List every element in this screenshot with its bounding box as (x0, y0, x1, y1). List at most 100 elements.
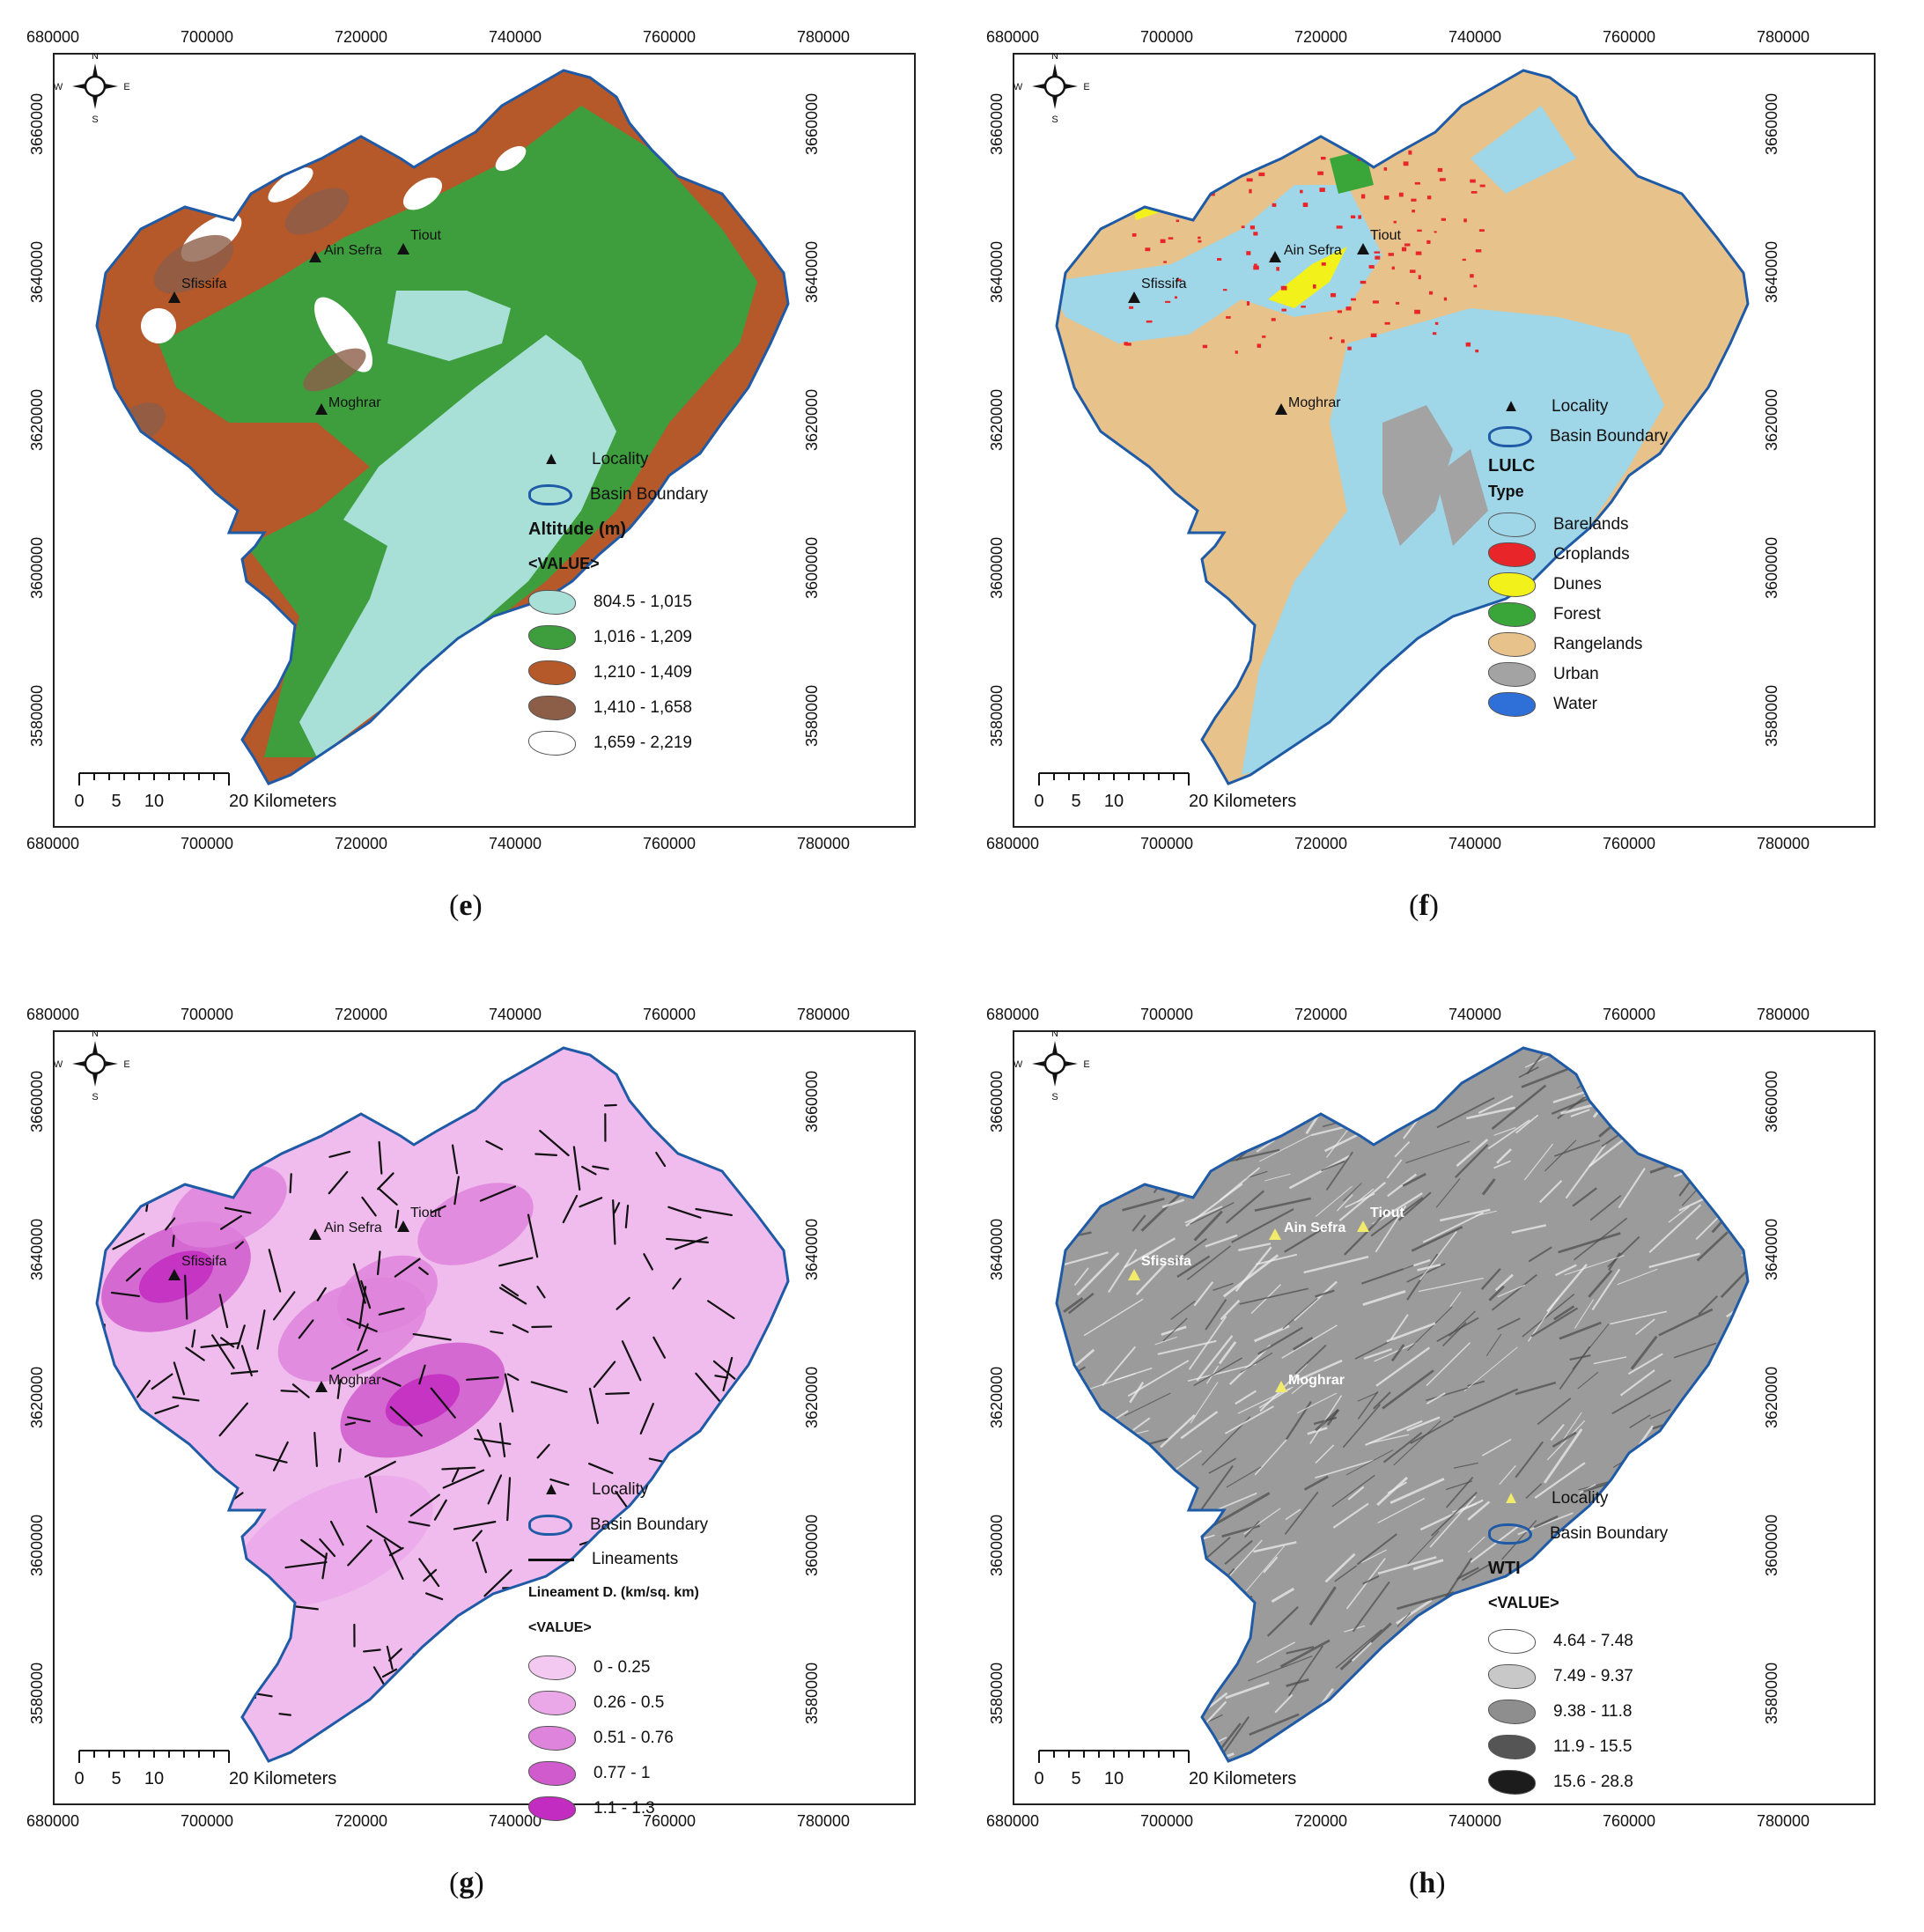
locality-marker: Sfissifa (168, 277, 227, 303)
locality-label: Moghrar (1288, 395, 1341, 410)
compass-label-n: N (92, 53, 99, 62)
legend-swatch (528, 1655, 576, 1680)
x-tick-label: 680000 (986, 835, 1040, 852)
compass-label-w: W (54, 82, 63, 92)
legend-boundary-text: Basin Boundary (1550, 427, 1669, 446)
x-tick-label: 760000 (643, 835, 697, 852)
legend-class: Water (1488, 692, 1597, 717)
legend-boundary: Basin Boundary (528, 1515, 708, 1536)
map-panel-h: 680000 680000 700000 700000 720000 720000 7400… (960, 977, 1893, 1911)
x-tick-label: 680000 (26, 28, 80, 46)
legend-class: 0.77 - 1 (528, 1761, 650, 1786)
legend-class-text: 11.9 - 15.5 (1553, 1737, 1633, 1756)
legend-class-text: 0.51 - 0.76 (593, 1729, 674, 1747)
lineament-icon (528, 1558, 574, 1561)
y-tick-label: 3580000 (988, 684, 1006, 747)
locality-marker: Ain Sefra (309, 1220, 382, 1240)
legend-swatch (1488, 1664, 1536, 1689)
legend-class-text: Barelands (1553, 515, 1629, 534)
y-tick-label: 3640000 (28, 1218, 46, 1280)
compass-label-s: S (92, 1092, 98, 1102)
legend-locality: ▲ Locality (528, 449, 648, 469)
map-legend: ▲ Locality Basin Boundary Altitude (m) <VALU… (528, 449, 916, 837)
x-tick-label: 720000 (1294, 835, 1348, 852)
scale-label: 0 (1034, 1769, 1043, 1788)
legend-class: 804.5 - 1,015 (528, 590, 692, 615)
locality-label: Sfissifa (181, 1254, 227, 1269)
legend-swatch (1488, 512, 1536, 537)
legend-class: 1,210 - 1,409 (528, 660, 692, 685)
x-tick-label: 740000 (1449, 835, 1502, 852)
legend-class-text: Croplands (1553, 545, 1630, 564)
scale-label: 0 (1034, 792, 1043, 811)
basin-map: N S E W Ain Sefra Tiout Sfissifa Moghrar 0 5 10 20 … (54, 1030, 790, 1788)
x-tick-label: 740000 (489, 835, 542, 852)
compass-label-w: W (1014, 82, 1023, 92)
locality-marker: Moghrar (1275, 395, 1341, 415)
legend-class: Rangelands (1488, 632, 1642, 657)
north-arrow-icon: N S E W (54, 1030, 130, 1102)
basin-boundary (95, 69, 790, 785)
scale-label: 20 Kilometers (229, 1769, 336, 1788)
legend-class-text: 1,210 - 1,409 (593, 663, 692, 682)
compass-label-e: E (123, 1059, 129, 1070)
map-legend: ▲ Locality Basin Boundary Lineaments Lineame… (528, 1479, 916, 1867)
legend-swatch (1488, 1735, 1536, 1759)
y-tick-label: 3620000 (28, 1366, 46, 1428)
legend-class-text: 0 - 0.25 (593, 1658, 651, 1677)
scale-label: 20 Kilometers (1189, 792, 1296, 811)
legend-class: 9.38 - 11.8 (1488, 1700, 1632, 1724)
y-tick-label: 3600000 (988, 536, 1006, 599)
scale-label: 10 (1104, 792, 1124, 811)
legend-class: 15.6 - 28.8 (1488, 1770, 1633, 1795)
map-legend: ▲ Locality Basin Boundary LULC Type Barelands… (1488, 396, 1876, 784)
legend-class: 0.26 - 0.5 (528, 1691, 664, 1715)
x-tick-label: 680000 (26, 1812, 80, 1830)
legend-boundary-text: Basin Boundary (590, 1515, 709, 1534)
legend-class-text: Dunes (1553, 575, 1602, 594)
locality-icon: ▲ (1502, 1488, 1520, 1508)
legend-class-text: 15.6 - 28.8 (1553, 1773, 1633, 1791)
legend-swatch (528, 1691, 576, 1715)
legend-swatch (528, 1761, 576, 1786)
legend-swatch (1488, 1700, 1536, 1724)
x-tick-label: 700000 (181, 1812, 234, 1830)
legend-locality: ▲ Locality (1488, 396, 1608, 417)
legend-boundary: Basin Boundary (1488, 426, 1668, 447)
legend-class-text: Rangelands (1553, 635, 1643, 653)
scale-label: 20 Kilometers (229, 792, 336, 811)
panel-label: (g) (449, 1867, 484, 1899)
locality-marker: Moghrar (1275, 1373, 1345, 1392)
legend-class-text: 1,016 - 1,209 (593, 628, 692, 646)
x-tick-label: 780000 (797, 835, 851, 852)
panel-label: (e) (449, 889, 483, 922)
legend-class: Barelands (1488, 512, 1629, 537)
compass-label-s: S (1051, 114, 1058, 125)
x-tick-label: 740000 (1449, 28, 1502, 46)
x-tick-label: 720000 (1294, 1812, 1348, 1830)
basin-map: N S E W Ain Sefra Tiout Sfissifa Moghrar 0 5 10 20 … (1014, 53, 1750, 811)
x-tick-label: 700000 (1140, 28, 1194, 46)
y-tick-label: 3620000 (28, 388, 46, 451)
north-arrow-icon: N S E W (1014, 1030, 1090, 1102)
y-tick-label: 3580000 (988, 1662, 1006, 1724)
compass-label-n: N (92, 1030, 99, 1039)
legend-title: WTI (1488, 1559, 1521, 1578)
locality-marker: Tiout (397, 1206, 442, 1232)
locality-icon: ▲ (542, 1479, 560, 1499)
legend-title: Lineament D. (km/sq. km) (528, 1585, 699, 1600)
legend-class: 1,410 - 1,658 (528, 696, 692, 720)
y-tick-label: 3600000 (28, 1514, 46, 1576)
legend-locality: ▲ Locality (1488, 1488, 1608, 1508)
legend-boundary-text: Basin Boundary (1550, 1524, 1669, 1543)
x-tick-label: 680000 (26, 835, 80, 852)
locality-icon: ▲ (542, 449, 560, 468)
locality-label: Ain Sefra (1284, 243, 1342, 258)
locality-label: Sfissifa (1141, 1254, 1191, 1269)
compass-label-e: E (1083, 82, 1089, 92)
x-tick-label: 780000 (1757, 1812, 1810, 1830)
basin-boundary-icon (528, 1515, 572, 1536)
panel-letter: h (1419, 1867, 1436, 1899)
legend-locality-text: Locality (1552, 396, 1609, 416)
locality-label: Sfissifa (181, 277, 227, 291)
